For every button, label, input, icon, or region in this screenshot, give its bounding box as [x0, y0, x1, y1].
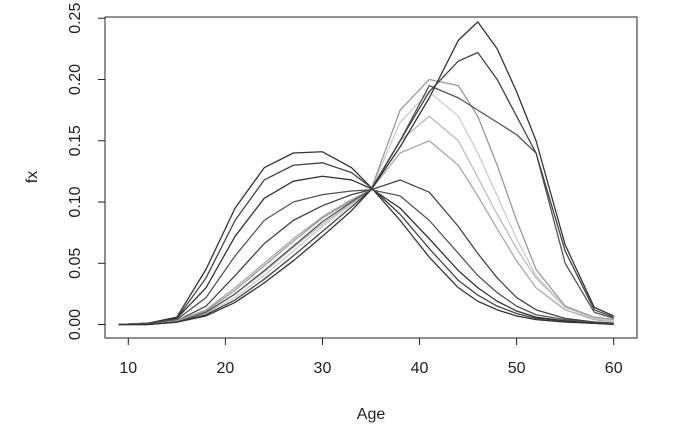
series-line [118, 179, 614, 326]
y-tick-label: 0.20 [67, 64, 84, 95]
y-tick-label: 0.15 [67, 125, 84, 156]
x-tick-label: 20 [216, 360, 234, 377]
series-line [118, 115, 614, 326]
series-line [118, 140, 614, 326]
x-tick-label: 10 [119, 360, 137, 377]
series-line [118, 189, 614, 326]
x-axis-label: Age [357, 406, 386, 423]
series-line [118, 151, 614, 326]
y-tick-label: 0.00 [67, 309, 84, 340]
series-line [118, 51, 614, 326]
y-tick-label: 0.25 [67, 3, 84, 34]
series-line [118, 162, 614, 326]
series-line [118, 21, 614, 326]
x-tick-label: 40 [411, 360, 429, 377]
series-line [118, 91, 614, 326]
x-tick-label: 60 [605, 360, 623, 377]
series-line [118, 78, 614, 326]
x-tick-label: 30 [314, 360, 332, 377]
y-axis-label: fx [24, 171, 41, 183]
y-tick-label: 0.05 [67, 248, 84, 279]
series-line [118, 84, 614, 326]
x-tick-label: 50 [508, 360, 526, 377]
plot-frame [104, 16, 638, 339]
y-tick-label: 0.10 [67, 186, 84, 217]
series-line [118, 175, 614, 326]
